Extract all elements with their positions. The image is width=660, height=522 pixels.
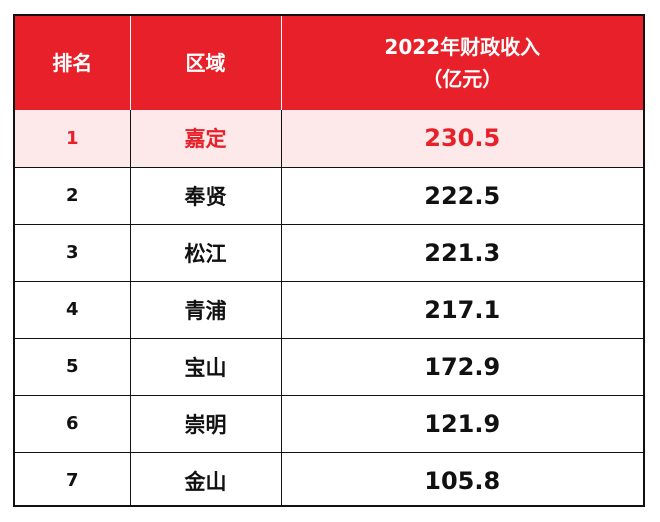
area-cell: 嘉定 xyxy=(129,110,281,167)
revenue-cell: 121.9 xyxy=(280,394,643,452)
table-row: 7 金山 105.8 xyxy=(15,451,643,505)
table-header: 排名 区域 2022年财政收入 （亿元） xyxy=(15,16,643,110)
area-cell: 崇明 xyxy=(129,394,281,452)
table-row: 3 松江 221.3 xyxy=(15,223,643,281)
revenue-cell: 221.3 xyxy=(280,223,643,281)
area-cell: 奉贤 xyxy=(129,166,281,224)
table-row: 1 嘉定 230.5 xyxy=(15,110,643,167)
rank-cell: 7 xyxy=(15,451,130,505)
rank-cell: 6 xyxy=(15,394,130,452)
rank-cell: 3 xyxy=(15,223,130,281)
area-cell: 宝山 xyxy=(129,337,281,395)
area-cell: 青浦 xyxy=(129,280,281,338)
rank-cell: 2 xyxy=(15,166,130,224)
revenue-cell: 230.5 xyxy=(280,110,643,167)
header-area: 区域 xyxy=(129,16,281,110)
table-row: 2 奉贤 222.5 xyxy=(15,166,643,224)
table-row: 5 宝山 172.9 xyxy=(15,337,643,395)
header-row: 排名 区域 2022年财政收入 （亿元） xyxy=(15,16,643,110)
header-rank: 排名 xyxy=(15,16,130,110)
revenue-cell: 217.1 xyxy=(280,280,643,338)
header-revenue: 2022年财政收入 （亿元） xyxy=(280,16,643,110)
table-body: 1 嘉定 230.5 2 奉贤 222.5 3 松江 221.3 4 青浦 21… xyxy=(15,110,643,505)
header-revenue-title: 2022年财政收入 xyxy=(384,35,541,59)
rank-cell: 5 xyxy=(15,337,130,395)
revenue-cell: 172.9 xyxy=(280,337,643,395)
header-revenue-unit: （亿元） xyxy=(422,67,503,91)
rank-cell: 1 xyxy=(15,110,130,167)
rank-cell: 4 xyxy=(15,280,130,338)
table-row: 6 崇明 121.9 xyxy=(15,394,643,452)
area-cell: 松江 xyxy=(129,223,281,281)
ranking-table: 排名 区域 2022年财政收入 （亿元） 1 嘉定 230.5 2 奉贤 222… xyxy=(13,14,645,507)
table-row: 4 青浦 217.1 xyxy=(15,280,643,338)
revenue-table: 排名 区域 2022年财政收入 （亿元） 1 嘉定 230.5 2 奉贤 222… xyxy=(15,16,643,505)
revenue-cell: 105.8 xyxy=(280,451,643,505)
area-cell: 金山 xyxy=(129,451,281,505)
revenue-cell: 222.5 xyxy=(280,166,643,224)
